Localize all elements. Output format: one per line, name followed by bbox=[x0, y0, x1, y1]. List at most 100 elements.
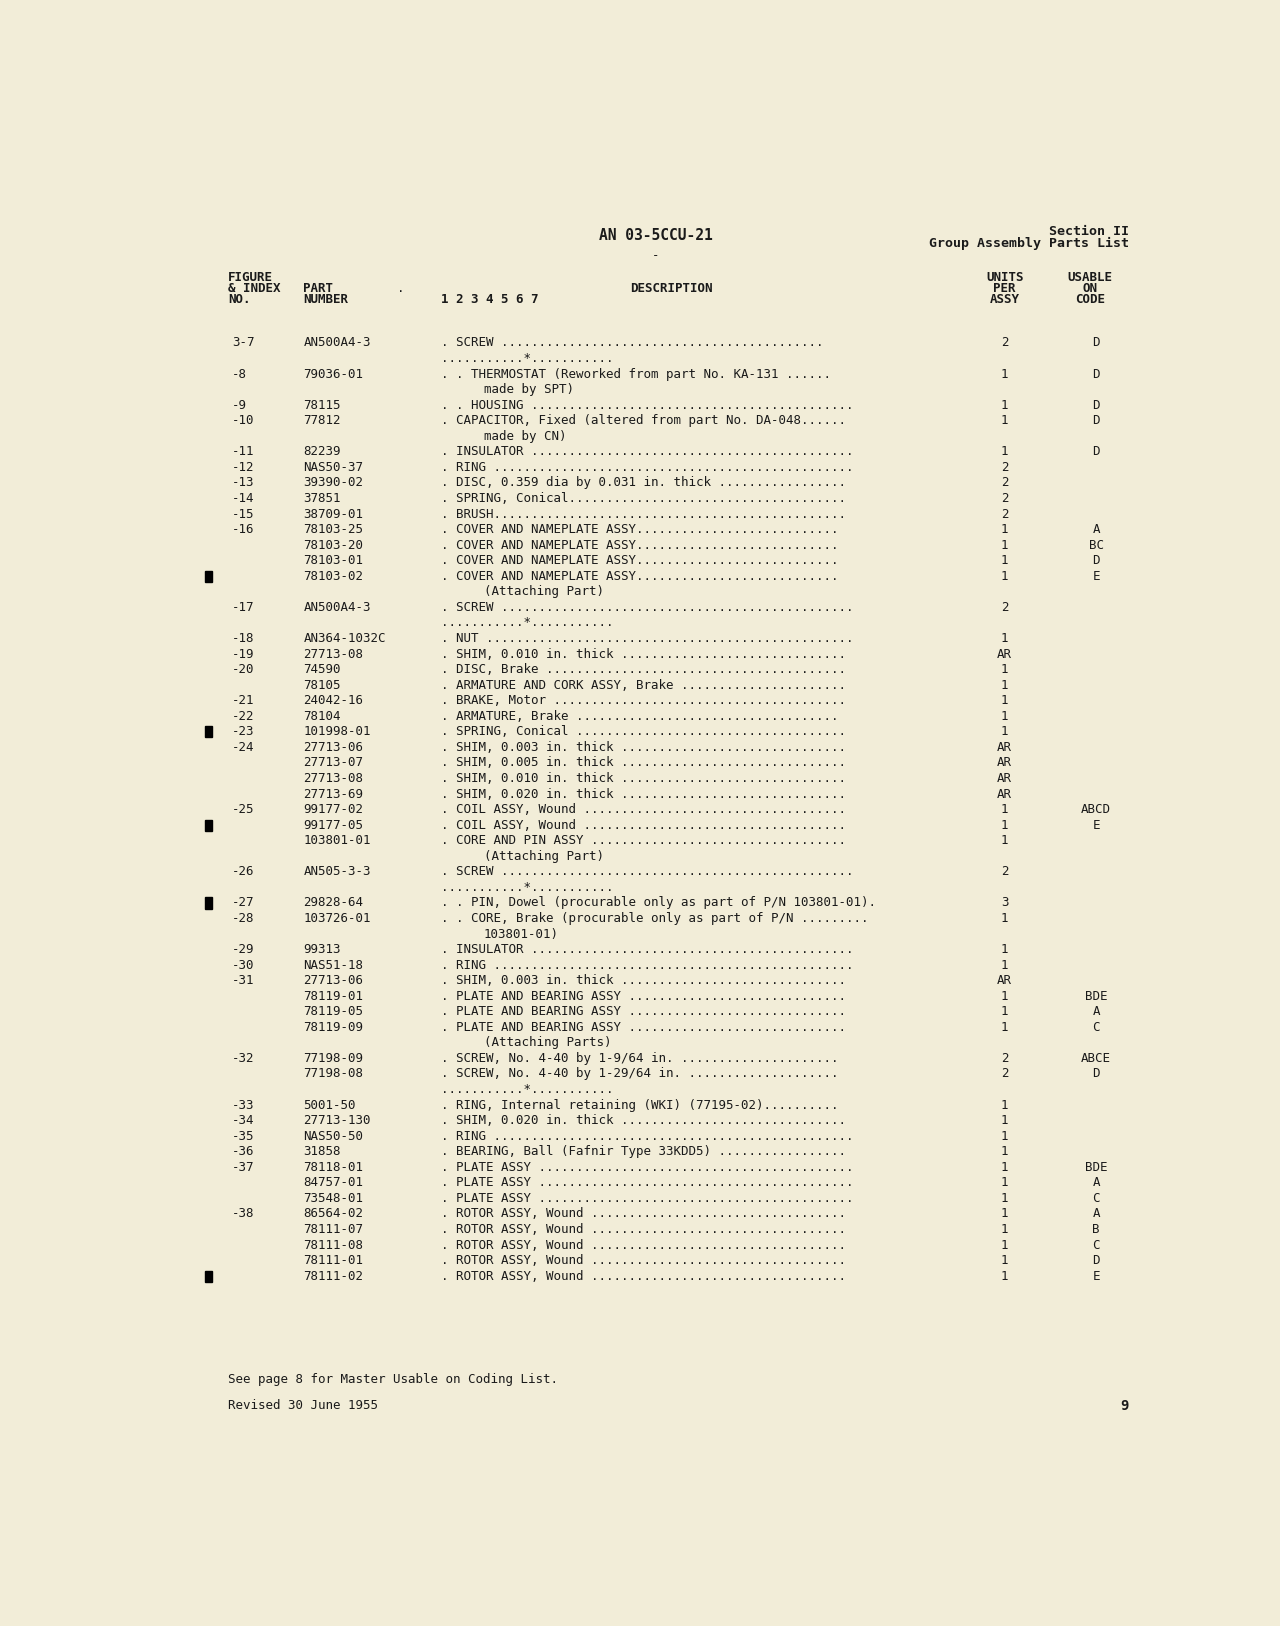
Text: B: B bbox=[1092, 1223, 1100, 1236]
Text: . . THERMOSTAT (Reworked from part No. KA-131 ......: . . THERMOSTAT (Reworked from part No. K… bbox=[440, 367, 831, 380]
Text: . SHIM, 0.005 in. thick ..............................: . SHIM, 0.005 in. thick ................… bbox=[440, 756, 846, 769]
Text: . NUT .................................................: . NUT ..................................… bbox=[440, 633, 852, 646]
Text: . . CORE, Brake (procurable only as part of P/N .........: . . CORE, Brake (procurable only as part… bbox=[440, 912, 868, 925]
Text: 1: 1 bbox=[1001, 538, 1009, 551]
Text: . PLATE AND BEARING ASSY .............................: . PLATE AND BEARING ASSY ...............… bbox=[440, 990, 846, 1003]
Text: 78119-09: 78119-09 bbox=[303, 1021, 364, 1034]
Text: D: D bbox=[1092, 446, 1100, 459]
Text: 78103-02: 78103-02 bbox=[303, 569, 364, 582]
Text: -23: -23 bbox=[232, 725, 255, 738]
Text: (Attaching Parts): (Attaching Parts) bbox=[484, 1036, 612, 1049]
Text: 1: 1 bbox=[1001, 1192, 1009, 1205]
Text: -19: -19 bbox=[232, 647, 255, 660]
Text: 99177-02: 99177-02 bbox=[303, 803, 364, 816]
Text: 27713-08: 27713-08 bbox=[303, 772, 364, 785]
Text: BC: BC bbox=[1089, 538, 1103, 551]
Text: 82239: 82239 bbox=[303, 446, 340, 459]
Text: C: C bbox=[1092, 1192, 1100, 1205]
Text: ...........*...........: ...........*........... bbox=[440, 1083, 613, 1096]
Text: ON: ON bbox=[1083, 281, 1097, 294]
Text: . SHIM, 0.020 in. thick ..............................: . SHIM, 0.020 in. thick ................… bbox=[440, 787, 846, 800]
Text: 27713-69: 27713-69 bbox=[303, 787, 364, 800]
Text: . ARMATURE, Brake ...................................: . ARMATURE, Brake ......................… bbox=[440, 711, 838, 722]
Text: . . HOUSING ...........................................: . . HOUSING ............................… bbox=[440, 398, 852, 411]
Text: . COVER AND NAMEPLATE ASSY...........................: . COVER AND NAMEPLATE ASSY..............… bbox=[440, 554, 838, 567]
Text: 1: 1 bbox=[1001, 633, 1009, 646]
Text: 79036-01: 79036-01 bbox=[303, 367, 364, 380]
Text: 1: 1 bbox=[1001, 803, 1009, 816]
Text: 27713-06: 27713-06 bbox=[303, 974, 364, 987]
Text: . PLATE AND BEARING ASSY .............................: . PLATE AND BEARING ASSY ...............… bbox=[440, 1021, 846, 1034]
Text: 1: 1 bbox=[1001, 398, 1009, 411]
Text: -26: -26 bbox=[232, 865, 255, 878]
Text: 1: 1 bbox=[1001, 1021, 1009, 1034]
Text: -25: -25 bbox=[232, 803, 255, 816]
Text: 103801-01: 103801-01 bbox=[303, 834, 371, 847]
Text: D: D bbox=[1092, 367, 1100, 380]
Text: 1: 1 bbox=[1001, 1176, 1009, 1189]
Text: . RING ................................................: . RING .................................… bbox=[440, 460, 852, 473]
Text: 1: 1 bbox=[1001, 725, 1009, 738]
Text: 31858: 31858 bbox=[303, 1145, 340, 1158]
Text: -31: -31 bbox=[232, 974, 255, 987]
Text: D: D bbox=[1092, 1254, 1100, 1267]
Text: D: D bbox=[1092, 398, 1100, 411]
Text: -: - bbox=[653, 249, 659, 262]
Text: -30: -30 bbox=[232, 959, 255, 972]
Text: C: C bbox=[1092, 1021, 1100, 1034]
Text: . ROTOR ASSY, Wound ..................................: . ROTOR ASSY, Wound ....................… bbox=[440, 1254, 846, 1267]
Text: 3-7: 3-7 bbox=[232, 337, 255, 350]
Text: . SPRING, Conical ....................................: . SPRING, Conical ......................… bbox=[440, 725, 846, 738]
Text: 1: 1 bbox=[1001, 663, 1009, 676]
Text: 73548-01: 73548-01 bbox=[303, 1192, 364, 1205]
Text: AN500A4-3: AN500A4-3 bbox=[303, 337, 371, 350]
Text: -8: -8 bbox=[232, 367, 247, 380]
Text: . PLATE AND BEARING ASSY .............................: . PLATE AND BEARING ASSY ...............… bbox=[440, 1005, 846, 1018]
Text: . COIL ASSY, Wound ...................................: . COIL ASSY, Wound .....................… bbox=[440, 803, 846, 816]
Text: 78118-01: 78118-01 bbox=[303, 1161, 364, 1174]
Text: ...........*...........: ...........*........... bbox=[440, 616, 613, 629]
Text: ...........*...........: ...........*........... bbox=[440, 881, 613, 894]
Text: -38: -38 bbox=[232, 1208, 255, 1221]
Text: FIGURE: FIGURE bbox=[228, 272, 273, 285]
Text: AN505-3-3: AN505-3-3 bbox=[303, 865, 371, 878]
Text: -13: -13 bbox=[232, 476, 255, 489]
Text: USABLE: USABLE bbox=[1068, 272, 1112, 285]
Text: . SHIM, 0.003 in. thick ..............................: . SHIM, 0.003 in. thick ................… bbox=[440, 974, 846, 987]
Text: 1: 1 bbox=[1001, 1145, 1009, 1158]
Text: BDE: BDE bbox=[1085, 1161, 1107, 1174]
Text: 1: 1 bbox=[1001, 1239, 1009, 1252]
Bar bbox=[205, 571, 212, 582]
Text: 1: 1 bbox=[1001, 912, 1009, 925]
Text: . COIL ASSY, Wound ...................................: . COIL ASSY, Wound .....................… bbox=[440, 818, 846, 831]
Text: 1: 1 bbox=[1001, 1223, 1009, 1236]
Text: -16: -16 bbox=[232, 524, 255, 537]
Text: 38709-01: 38709-01 bbox=[303, 507, 364, 520]
Text: . SHIM, 0.010 in. thick ..............................: . SHIM, 0.010 in. thick ................… bbox=[440, 772, 846, 785]
Text: . PLATE ASSY ..........................................: . PLATE ASSY ...........................… bbox=[440, 1161, 852, 1174]
Text: BDE: BDE bbox=[1085, 990, 1107, 1003]
Text: NAS51-18: NAS51-18 bbox=[303, 959, 364, 972]
Text: . BRAKE, Motor .......................................: . BRAKE, Motor .........................… bbox=[440, 694, 846, 707]
Text: 2: 2 bbox=[1001, 337, 1009, 350]
Text: 1: 1 bbox=[1001, 1161, 1009, 1174]
Text: E: E bbox=[1092, 818, 1100, 831]
Text: NAS50-37: NAS50-37 bbox=[303, 460, 364, 473]
Text: ABCD: ABCD bbox=[1082, 803, 1111, 816]
Text: AN500A4-3: AN500A4-3 bbox=[303, 602, 371, 615]
Text: CODE: CODE bbox=[1075, 293, 1105, 306]
Text: NUMBER: NUMBER bbox=[303, 293, 348, 306]
Text: D: D bbox=[1092, 1068, 1100, 1081]
Text: . SCREW ...............................................: . SCREW ................................… bbox=[440, 602, 852, 615]
Text: 77198-08: 77198-08 bbox=[303, 1068, 364, 1081]
Text: See page 8 for Master Usable on Coding List.: See page 8 for Master Usable on Coding L… bbox=[228, 1372, 558, 1385]
Text: 78104: 78104 bbox=[303, 711, 340, 722]
Text: 101998-01: 101998-01 bbox=[303, 725, 371, 738]
Text: AR: AR bbox=[997, 647, 1012, 660]
Bar bbox=[205, 898, 212, 909]
Text: 78119-01: 78119-01 bbox=[303, 990, 364, 1003]
Text: 2: 2 bbox=[1001, 493, 1009, 506]
Text: -20: -20 bbox=[232, 663, 255, 676]
Text: . COVER AND NAMEPLATE ASSY...........................: . COVER AND NAMEPLATE ASSY..............… bbox=[440, 538, 838, 551]
Text: -12: -12 bbox=[232, 460, 255, 473]
